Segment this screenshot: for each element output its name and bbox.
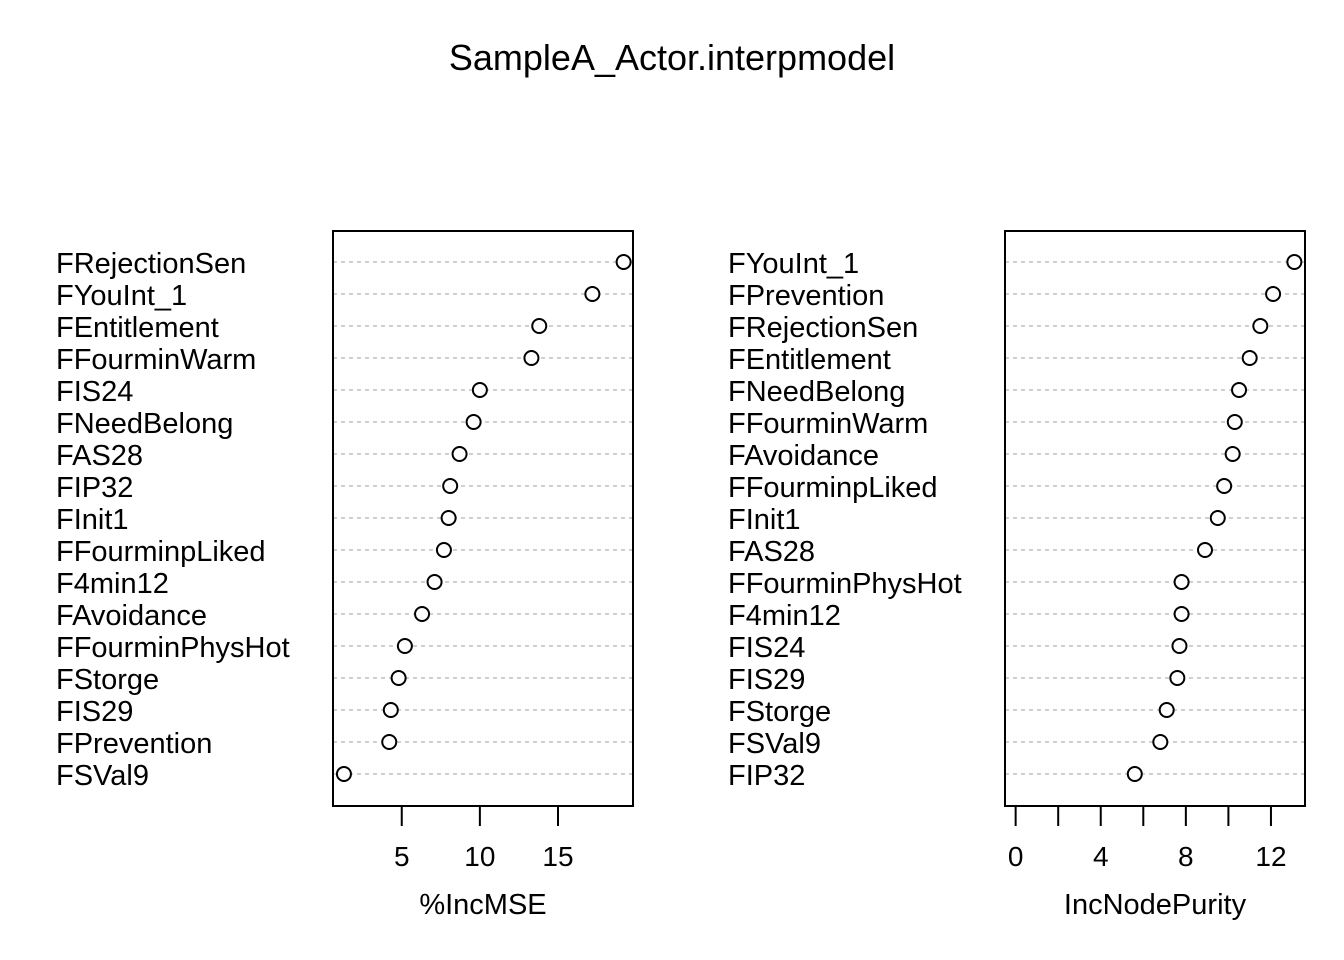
tick-label: 8: [1178, 841, 1194, 872]
row-label: FNeedBelong: [56, 408, 233, 440]
data-point: [440, 510, 457, 526]
data-point: [1224, 446, 1241, 462]
data-point: [390, 670, 407, 686]
row-label: FPrevention: [728, 280, 884, 312]
row-label: FIP32: [728, 760, 805, 792]
data-point: [1158, 702, 1175, 718]
row-label: FEntitlement: [728, 344, 891, 376]
data-point: [396, 638, 413, 654]
data-point: [471, 382, 488, 398]
row-label: FIS29: [56, 696, 133, 728]
tick-label: 5: [394, 841, 410, 872]
row-label: FStorge: [728, 696, 831, 728]
row-label: FInit1: [728, 504, 801, 536]
data-point: [1252, 318, 1269, 334]
data-point: [1241, 350, 1258, 366]
tick-label: 4: [1093, 841, 1109, 872]
data-point: [451, 446, 468, 462]
row-label: FFourminpLiked: [728, 472, 938, 504]
chart-title: SampleA_Actor.interpmodel: [449, 37, 895, 78]
row-label: FRejectionSen: [728, 312, 918, 344]
row-label: FStorge: [56, 664, 159, 696]
row-label: FSVal9: [56, 760, 149, 792]
data-point: [442, 478, 459, 494]
row-label: FFourminWarm: [728, 408, 928, 440]
row-label: F4min12: [56, 568, 169, 600]
data-point: [382, 702, 399, 718]
row-label: F4min12: [728, 600, 841, 632]
data-point: [426, 574, 443, 590]
row-label: FFourminPhysHot: [56, 632, 290, 664]
row-label: FYouInt_1: [56, 280, 187, 312]
row-label: FFourminPhysHot: [728, 568, 962, 600]
row-label: FEntitlement: [56, 312, 219, 344]
row-label: FSVal9: [728, 728, 821, 760]
plot-frame: [332, 230, 634, 807]
row-label: FIP32: [56, 472, 133, 504]
row-label: FAvoidance: [56, 600, 207, 632]
data-point: [1171, 638, 1188, 654]
row-label: FFourminWarm: [56, 344, 256, 376]
row-label: FPrevention: [56, 728, 212, 760]
x-axis-title: %IncMSE: [419, 889, 546, 921]
data-point: [1209, 510, 1226, 526]
row-label: FIS29: [728, 664, 805, 696]
data-point: [1216, 478, 1233, 494]
data-point: [1169, 670, 1186, 686]
row-label: FAS28: [728, 536, 815, 568]
row-label: FYouInt_1: [728, 248, 859, 280]
data-point: [414, 606, 431, 622]
dotchart-panel-1: FRejectionSenFYouInt_1FEntitlementFFourm…: [56, 230, 634, 921]
data-point: [335, 766, 352, 782]
data-point: [1226, 414, 1243, 430]
row-label: FRejectionSen: [56, 248, 246, 280]
data-point: [1173, 574, 1190, 590]
data-point: [1265, 286, 1282, 302]
row-label: FIS24: [728, 632, 805, 664]
dotchart-panel-2: FYouInt_1FPreventionFRejectionSenFEntitl…: [728, 230, 1306, 921]
data-point: [1126, 766, 1143, 782]
data-point: [615, 254, 632, 270]
row-label: FFourminpLiked: [56, 536, 266, 568]
data-point: [1286, 254, 1303, 270]
tick-label: 15: [542, 841, 573, 872]
data-point: [465, 414, 482, 430]
x-axis-title: IncNodePurity: [1064, 889, 1247, 921]
data-point: [1197, 542, 1213, 558]
plot-frame: [1004, 230, 1306, 807]
tick-label: 12: [1255, 841, 1286, 872]
data-point: [584, 286, 601, 302]
row-label: FNeedBelong: [728, 376, 905, 408]
tick-label: 0: [1008, 841, 1024, 872]
row-label: FIS24: [56, 376, 133, 408]
row-label: FAS28: [56, 440, 143, 472]
data-point: [531, 318, 548, 334]
row-label: FAvoidance: [728, 440, 879, 472]
tick-label: 10: [464, 841, 495, 872]
data-point: [1152, 734, 1169, 750]
data-point: [1231, 382, 1248, 398]
data-point: [1173, 606, 1190, 622]
data-point: [523, 350, 540, 366]
data-point: [381, 734, 398, 750]
row-label: FInit1: [56, 504, 129, 536]
data-point: [435, 542, 452, 558]
